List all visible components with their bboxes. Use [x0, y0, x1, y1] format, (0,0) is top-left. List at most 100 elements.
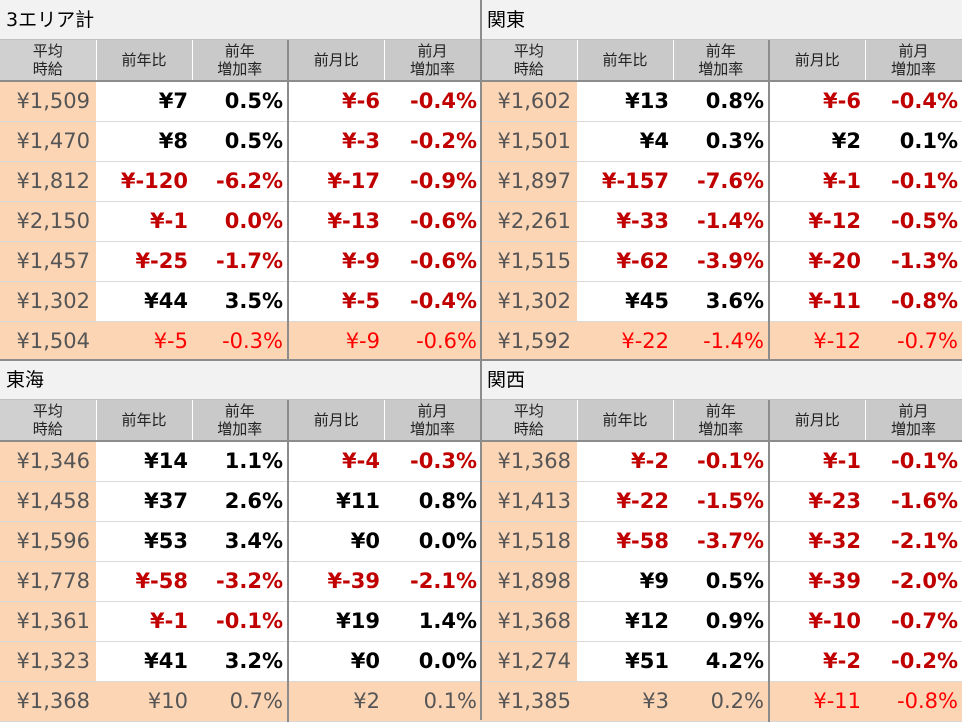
yoy-rate-cell: 0.5% [192, 121, 288, 162]
mom-cell: ¥-1 [768, 441, 865, 482]
avg-wage-cell: ¥1,368 [0, 681, 96, 722]
yoy-rate-cell: 0.2% [673, 681, 769, 722]
mom-rate-cell: -0.7% [865, 601, 962, 642]
mom-rate-cell: 0.8% [384, 481, 481, 522]
yoy-cell: ¥-22 [577, 321, 673, 362]
header-avg-wage-text: 時給 [513, 420, 544, 438]
mom-cell: ¥-1 [768, 161, 865, 202]
header-avg-wage-text: 平均 [513, 42, 544, 60]
header-mom: 前月比 [287, 40, 385, 82]
header-yoy-rate-text: 前年 [224, 402, 255, 420]
avg-wage-cell: ¥1,385 [481, 681, 577, 722]
header-yoy-rate-text: 前年 [705, 42, 736, 60]
total-row: ¥1,385 ¥3 0.2% ¥-11 -0.8% [481, 681, 962, 722]
header-mom-rate: 前月 増加率 [865, 400, 962, 442]
mom-cell: ¥-39 [287, 561, 384, 602]
mom-rate-cell: 0.1% [865, 121, 962, 162]
mom-cell: ¥0 [287, 521, 384, 562]
panel-title: 関東 [481, 0, 962, 40]
table-row: ¥1,897 ¥-157 -7.6% ¥-1 -0.1% [481, 161, 962, 202]
yoy-rate-cell: -0.3% [192, 321, 288, 362]
yoy-rate-cell: -0.1% [673, 441, 769, 482]
yoy-rate-cell: -0.1% [192, 601, 288, 642]
header-avg-wage: 平均 時給 [481, 400, 578, 442]
panel-title: 関西 [481, 360, 962, 400]
mom-cell: ¥19 [287, 601, 384, 642]
table-row: ¥1,812 ¥-120 -6.2% ¥-17 -0.9% [0, 161, 481, 202]
panel-3area-total: 3エリア計 平均 時給 前年比 前年 増加率 前月比 前月 増加率 ¥1,509 ¥7 0.5% ¥-… [0, 0, 482, 362]
wage-table: 平均 時給 前年比 前年 増加率 前月比 前月 増加率 ¥1,602 ¥13 0.8% ¥-6 -0.4… [481, 40, 962, 362]
mom-cell: ¥-39 [768, 561, 865, 602]
table-row: ¥1,323 ¥41 3.2% ¥0 0.0% [0, 641, 481, 682]
mom-cell: ¥-10 [768, 601, 865, 642]
yoy-rate-cell: 0.0% [192, 201, 288, 242]
yoy-cell: ¥10 [96, 681, 192, 722]
table-row: ¥1,501 ¥4 0.3% ¥2 0.1% [481, 121, 962, 162]
panel-title: 3エリア計 [0, 0, 481, 40]
yoy-cell: ¥45 [577, 281, 673, 322]
avg-wage-cell: ¥1,368 [481, 601, 577, 642]
wage-table: 平均 時給 前年比 前年 増加率 前月比 前月 増加率 ¥1,346 ¥14 1.1% ¥-4 -0.3… [0, 400, 482, 722]
yoy-cell: ¥8 [96, 121, 192, 162]
yoy-rate-cell: 0.7% [192, 681, 288, 722]
mom-cell: ¥-12 [768, 321, 865, 362]
mom-cell: ¥-13 [287, 201, 384, 242]
header-row: 平均 時給 前年比 前年 増加率 前月比 前月 増加率 [0, 400, 482, 442]
header-mom-rate: 前月 増加率 [384, 40, 482, 82]
yoy-rate-cell: 0.8% [673, 81, 769, 122]
header-avg-wage-text: 時給 [513, 60, 544, 78]
yoy-rate-cell: -3.9% [673, 241, 769, 282]
yoy-rate-cell: -1.4% [673, 321, 769, 362]
mom-rate-cell: -2.0% [865, 561, 962, 602]
avg-wage-cell: ¥1,602 [481, 81, 577, 122]
yoy-cell: ¥4 [577, 121, 673, 162]
yoy-cell: ¥7 [96, 81, 192, 122]
avg-wage-cell: ¥1,812 [0, 161, 96, 202]
table-row: ¥1,602 ¥13 0.8% ¥-6 -0.4% [481, 81, 962, 122]
yoy-cell: ¥-2 [577, 441, 673, 482]
avg-wage-cell: ¥1,515 [481, 241, 577, 282]
yoy-cell: ¥41 [96, 641, 192, 682]
mom-cell: ¥-11 [768, 681, 865, 722]
avg-wage-cell: ¥1,509 [0, 81, 96, 122]
yoy-cell: ¥-33 [577, 201, 673, 242]
header-avg-wage: 平均 時給 [0, 40, 97, 82]
yoy-cell: ¥9 [577, 561, 673, 602]
header-avg-wage-text: 時給 [32, 420, 63, 438]
header-avg-wage-text: 平均 [513, 402, 544, 420]
yoy-rate-cell: 4.2% [673, 641, 769, 682]
header-mom: 前月比 [287, 400, 385, 442]
mom-cell: ¥0 [287, 641, 384, 682]
mom-rate-cell: -0.4% [384, 281, 481, 322]
yoy-rate-cell: 2.6% [192, 481, 288, 522]
mom-cell: ¥-6 [287, 81, 384, 122]
avg-wage-cell: ¥1,501 [481, 121, 577, 162]
header-mom: 前月比 [768, 400, 866, 442]
yoy-cell: ¥3 [577, 681, 673, 722]
header-mom-text: 前月比 [313, 51, 359, 69]
mom-cell: ¥-5 [287, 281, 384, 322]
table-row: ¥1,413 ¥-22 -1.5% ¥-23 -1.6% [481, 481, 962, 522]
yoy-cell: ¥-120 [96, 161, 192, 202]
yoy-cell: ¥-58 [577, 521, 673, 562]
table-row: ¥2,150 ¥-1 0.0% ¥-13 -0.6% [0, 201, 481, 242]
total-row: ¥1,504 ¥-5 -0.3% ¥-9 -0.6% [0, 321, 481, 362]
yoy-rate-cell: -6.2% [192, 161, 288, 202]
panel-tokai: 東海 平均 時給 前年比 前年 増加率 前月比 前月 増加率 ¥1,346 ¥14 1.1% ¥-4-… [0, 360, 482, 722]
avg-wage-cell: ¥1,361 [0, 601, 96, 642]
yoy-cell: ¥-25 [96, 241, 192, 282]
yoy-rate-cell: 3.4% [192, 521, 288, 562]
yoy-cell: ¥-1 [96, 601, 192, 642]
panel-kanto: 関東 平均 時給 前年比 前年 増加率 前月比 前月 増加率 ¥1,602 ¥13 0.8% ¥-6-… [481, 0, 962, 362]
mom-cell: ¥-11 [768, 281, 865, 322]
yoy-cell: ¥51 [577, 641, 673, 682]
yoy-rate-cell: -3.2% [192, 561, 288, 602]
header-mom-rate-text: 増加率 [409, 60, 455, 78]
avg-wage-cell: ¥1,368 [481, 441, 577, 482]
avg-wage-cell: ¥1,897 [481, 161, 577, 202]
mom-cell: ¥-17 [287, 161, 384, 202]
mom-cell: ¥-6 [768, 81, 865, 122]
yoy-cell: ¥12 [577, 601, 673, 642]
header-yoy-rate: 前年 増加率 [192, 40, 289, 82]
yoy-cell: ¥-5 [96, 321, 192, 362]
